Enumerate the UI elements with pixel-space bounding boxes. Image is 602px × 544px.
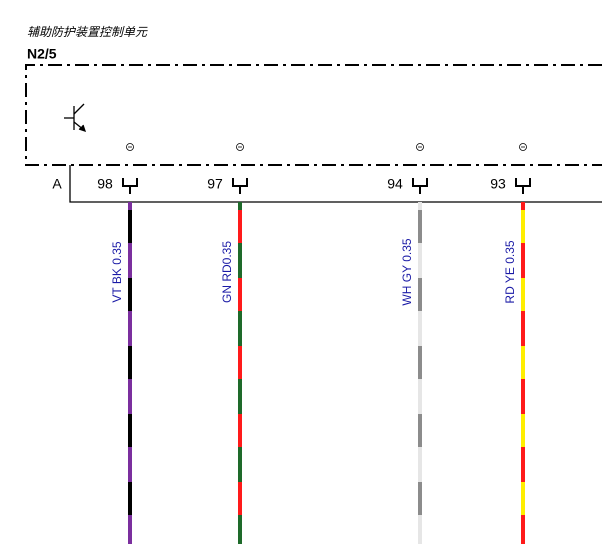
wire-label: GN RD0.35 xyxy=(220,241,234,303)
wire-label: RD YE 0.35 xyxy=(503,240,517,303)
pin-symbol xyxy=(122,178,138,194)
pin-symbol xyxy=(515,178,531,194)
pin-marker xyxy=(519,143,527,151)
connector-label: A xyxy=(52,176,62,192)
wire-label: WH GY 0.35 xyxy=(400,238,414,305)
pin-symbol xyxy=(232,178,248,194)
wire-label: VT BK 0.35 xyxy=(110,241,124,302)
module-title: 辅助防护装置控制单元 xyxy=(27,25,148,39)
pin-number: 98 xyxy=(97,176,113,192)
module-boundary xyxy=(25,64,602,166)
pin-marker xyxy=(126,143,134,151)
transistor-symbol xyxy=(64,103,87,133)
pin-number: 97 xyxy=(207,176,223,192)
connector-frame xyxy=(69,165,602,203)
pin-number: 94 xyxy=(387,176,403,192)
pin-marker xyxy=(236,143,244,151)
pin-marker xyxy=(416,143,424,151)
pin-number: 93 xyxy=(490,176,506,192)
component-id: N2/5 xyxy=(27,46,57,62)
pin-symbol xyxy=(412,178,428,194)
